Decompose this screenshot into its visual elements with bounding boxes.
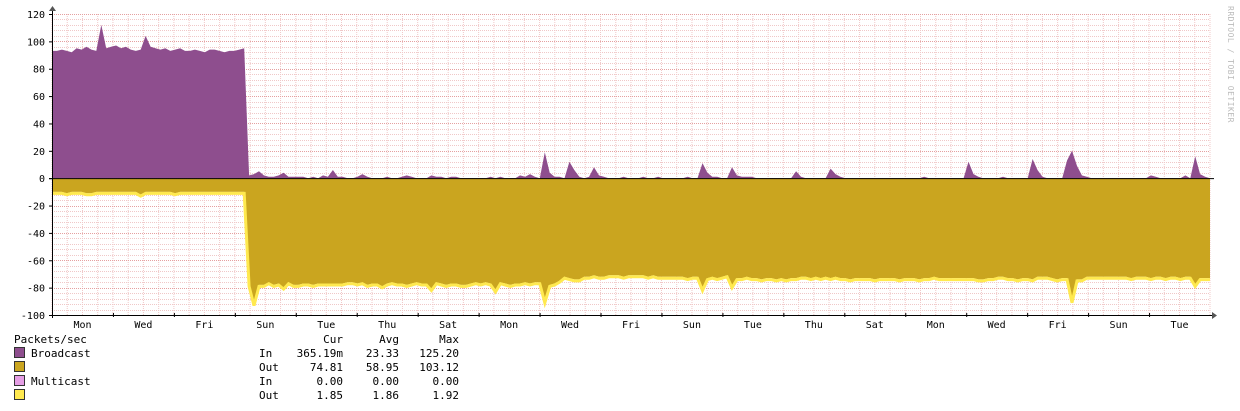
x-tick-label: Sun bbox=[256, 320, 274, 331]
x-tick-label: Thu bbox=[805, 320, 823, 331]
x-tick-label: Wed bbox=[134, 320, 152, 331]
x-tick-label: Wed bbox=[988, 320, 1006, 331]
legend-dir: Out bbox=[259, 361, 279, 374]
legend-max: 125.20 bbox=[419, 347, 459, 360]
y-tick-label: 20 bbox=[33, 147, 45, 158]
legend-swatch bbox=[14, 361, 25, 372]
legend-max: 103.12 bbox=[419, 361, 459, 374]
legend-row: Broadcast In 365.19m 23.33 125.20 bbox=[14, 347, 459, 361]
legend-row: Multicast In 0.00 0.00 0.00 bbox=[14, 375, 459, 389]
legend-max: 1.92 bbox=[432, 389, 460, 402]
legend-avg: 0.00 bbox=[372, 375, 400, 388]
traffic-chart: -100 -80 -60 -40 -20 0 20 40 60 80 100 120 Mon Wed Fr… bbox=[20, 6, 1235, 331]
y-tick-label: -40 bbox=[27, 229, 45, 240]
y-tick-labels: -100 -80 -60 -40 -20 0 20 40 60 80 100 120 bbox=[21, 10, 52, 322]
legend-col-avg: Avg bbox=[379, 333, 399, 346]
legend-swatch bbox=[14, 389, 25, 400]
y-tick-label: -60 bbox=[27, 256, 45, 267]
y-tick-label: 60 bbox=[33, 92, 45, 103]
x-tick-label: Tue bbox=[744, 320, 762, 331]
legend-row: Out 74.81 58.95 103.12 bbox=[14, 361, 459, 375]
series-area-broadcast-out bbox=[52, 178, 1210, 305]
legend-dir: In bbox=[259, 347, 273, 360]
x-tick-label: Tue bbox=[317, 320, 335, 331]
x-tick-label: Sun bbox=[1110, 320, 1128, 331]
y-tick-label: 80 bbox=[33, 65, 45, 76]
legend-cur: 365.19m bbox=[296, 347, 343, 360]
y-tick-label: 100 bbox=[27, 37, 45, 48]
y-tick-label: 120 bbox=[27, 10, 45, 21]
x-axis-arrow bbox=[1212, 312, 1217, 319]
legend-series: Broadcast bbox=[31, 347, 91, 360]
legend-avg: 58.95 bbox=[365, 361, 399, 374]
y-axis-arrow bbox=[49, 6, 56, 11]
legend-cur: 74.81 bbox=[309, 361, 343, 374]
series-areas bbox=[52, 24, 1210, 309]
legend-title: Packets/sec bbox=[14, 333, 87, 346]
legend-cur: 1.85 bbox=[316, 389, 344, 402]
y-tick-label: 40 bbox=[33, 119, 45, 130]
legend-max: 0.00 bbox=[432, 375, 460, 388]
legend-header: Packets/sec Cur Avg Max bbox=[14, 333, 459, 347]
legend-dir: Out bbox=[259, 389, 279, 402]
x-tick-label: Fri bbox=[195, 320, 213, 331]
x-tick-label: Fri bbox=[622, 320, 640, 331]
x-tick-labels: Mon Wed Fri Sun Tue Thu Sat Mon Wed Fri Sun Tue Thu S… bbox=[52, 313, 1189, 331]
x-tick-label: Tue bbox=[1170, 320, 1188, 331]
x-tick-label: Sat bbox=[866, 320, 884, 331]
legend-dir: In bbox=[259, 375, 273, 388]
legend-cur: 0.00 bbox=[316, 375, 344, 388]
axes bbox=[49, 6, 1217, 319]
legend-col-cur: Cur bbox=[323, 333, 343, 346]
y-tick-label: -80 bbox=[27, 284, 45, 295]
y-tick-label: 0 bbox=[39, 174, 45, 185]
x-tick-label: Mon bbox=[927, 320, 945, 331]
x-tick-label: Wed bbox=[561, 320, 579, 331]
legend-row: Out 1.85 1.86 1.92 bbox=[14, 389, 459, 403]
x-tick-label: Sun bbox=[683, 320, 701, 331]
series-line-multicast-out bbox=[52, 191, 1210, 309]
series-area-broadcast-in bbox=[52, 24, 1210, 179]
x-tick-label: Fri bbox=[1049, 320, 1067, 331]
x-tick-label: Sat bbox=[439, 320, 457, 331]
legend: Packets/sec Cur Avg Max Broadcast In 365… bbox=[14, 333, 459, 403]
y-tick-label: -20 bbox=[27, 202, 45, 213]
x-tick-label: Mon bbox=[500, 320, 518, 331]
legend-avg: 1.86 bbox=[372, 389, 400, 402]
x-tick-label: Mon bbox=[73, 320, 91, 331]
y-tick-label: -100 bbox=[21, 311, 45, 322]
legend-avg: 23.33 bbox=[365, 347, 399, 360]
legend-series: Multicast bbox=[31, 375, 91, 388]
x-tick-label: Thu bbox=[378, 320, 396, 331]
legend-swatch bbox=[14, 347, 25, 358]
watermark: RRDTOOL / TOBI OETIKER bbox=[1226, 6, 1235, 123]
legend-swatch bbox=[14, 375, 25, 386]
legend-col-max: Max bbox=[439, 333, 459, 346]
